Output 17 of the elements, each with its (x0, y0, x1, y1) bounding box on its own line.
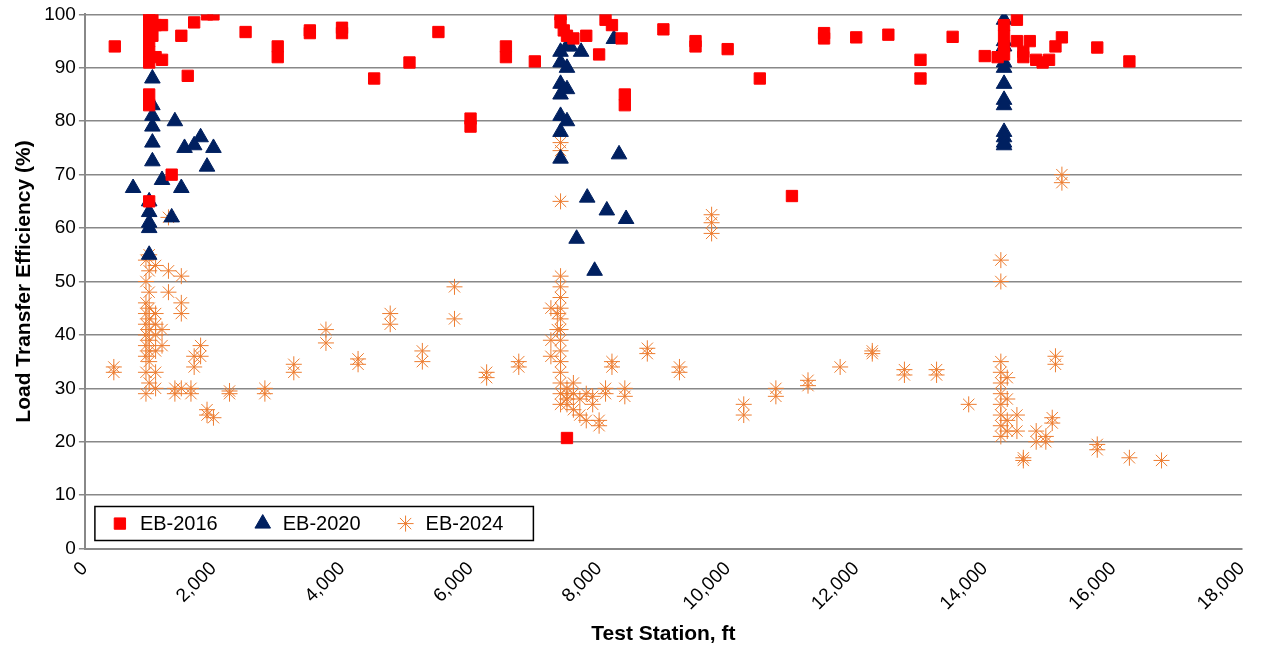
y-tick-label: 30 (54, 376, 76, 398)
x-tick-label: 0 (69, 557, 92, 580)
y-tick-label: 90 (54, 56, 76, 78)
y-tick-label: 10 (54, 483, 76, 505)
y-axis-title: Load Transfer Efficiency (%) (11, 140, 35, 423)
y-tick-label: 20 (54, 429, 76, 451)
y-tick-label: 40 (54, 323, 76, 345)
y-tick-label: 60 (54, 216, 76, 238)
y-tick-label: 0 (65, 536, 76, 558)
y-tick-label: 80 (54, 109, 76, 131)
y-tick-label: 70 (54, 162, 76, 184)
legend-label: EB-2024 (425, 512, 504, 535)
y-tick-label: 100 (44, 2, 76, 24)
x-axis-title: Test Station, ft (591, 621, 736, 645)
legend-label: EB-2020 (282, 512, 361, 535)
y-tick-label: 50 (54, 269, 76, 291)
legend-label: EB-2016 (139, 512, 218, 535)
